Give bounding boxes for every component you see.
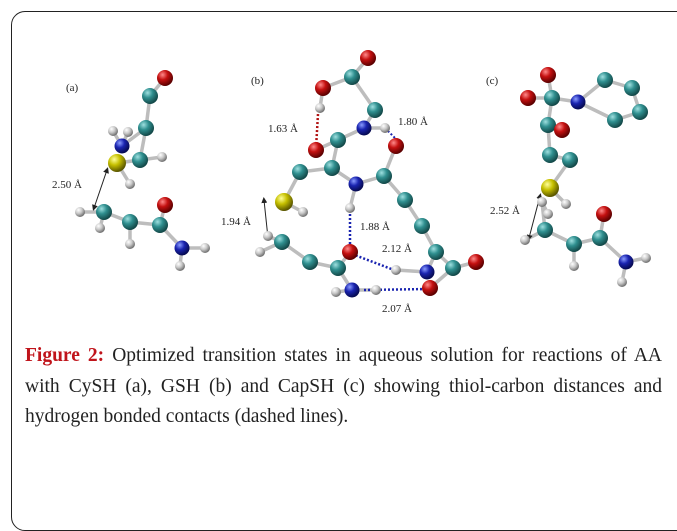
atom <box>298 207 308 217</box>
atom <box>537 197 547 207</box>
atom <box>397 192 413 208</box>
caption: Figure 2: Optimized transition states in… <box>25 341 662 433</box>
atom <box>263 231 273 241</box>
caption-label: Figure 2: <box>25 345 104 366</box>
atom <box>292 164 308 180</box>
panel-label: (c) <box>486 75 499 87</box>
atom <box>357 121 372 136</box>
atom <box>108 154 126 172</box>
atom <box>544 90 560 106</box>
atom <box>142 88 158 104</box>
atom <box>380 123 390 133</box>
atom <box>624 80 640 96</box>
atom <box>330 260 346 276</box>
atom <box>566 236 582 252</box>
atom <box>540 67 556 83</box>
atom <box>571 95 586 110</box>
atom <box>200 243 210 253</box>
distance-label: 1.94 Å <box>221 216 251 228</box>
atom <box>125 179 135 189</box>
atom <box>537 222 553 238</box>
atom <box>157 70 173 86</box>
atom <box>331 287 341 297</box>
atom <box>274 234 290 250</box>
atom <box>96 204 112 220</box>
atom <box>108 126 118 136</box>
atom <box>138 120 154 136</box>
bonds <box>80 58 646 292</box>
atom <box>371 285 381 295</box>
atom <box>302 254 318 270</box>
atom <box>367 102 383 118</box>
atom <box>428 244 444 260</box>
page: (a) 2.50 Å (b) 1.63 Å 1.80 Å 1.94 Å 1.88… <box>0 0 677 496</box>
atom <box>391 265 401 275</box>
atom <box>420 265 435 280</box>
atom <box>562 152 578 168</box>
distance-label: 1.88 Å <box>360 221 390 233</box>
atom <box>376 168 392 184</box>
atom <box>175 261 185 271</box>
atom <box>308 142 324 158</box>
atom <box>632 104 648 120</box>
molecule-figure: (a) 2.50 Å (b) 1.63 Å 1.80 Å 1.94 Å 1.88… <box>0 0 677 330</box>
atom <box>541 179 559 197</box>
atom <box>542 147 558 163</box>
atom <box>123 127 133 137</box>
atom <box>125 239 135 249</box>
atom <box>175 241 190 256</box>
atom <box>445 260 461 276</box>
atom <box>360 50 376 66</box>
atom <box>520 235 530 245</box>
distance-label: 2.50 Å <box>52 179 82 191</box>
atom <box>122 214 138 230</box>
atom <box>315 103 325 113</box>
atom <box>543 209 553 219</box>
atom <box>596 206 612 222</box>
atom <box>152 217 168 233</box>
distance-label: 2.07 Å <box>382 303 412 315</box>
atom <box>619 255 634 270</box>
panel-label: (a) <box>66 82 79 94</box>
atom <box>345 283 360 298</box>
atom <box>342 244 358 260</box>
atom <box>597 72 613 88</box>
distance-label: 1.80 Å <box>398 116 428 128</box>
atom <box>255 247 265 257</box>
atom <box>607 112 623 128</box>
distance-label: 2.12 Å <box>382 243 412 255</box>
panel-label: (b) <box>251 75 264 87</box>
atom <box>132 152 148 168</box>
distance-label: 1.63 Å <box>268 123 298 135</box>
atom <box>324 160 340 176</box>
atom <box>422 280 438 296</box>
atom <box>617 277 627 287</box>
atom <box>388 138 404 154</box>
atom <box>468 254 484 270</box>
atom <box>561 199 571 209</box>
atoms <box>75 50 651 298</box>
atom <box>344 69 360 85</box>
atom <box>157 197 173 213</box>
atom <box>315 80 331 96</box>
atom <box>345 203 355 213</box>
atom <box>520 90 536 106</box>
atom <box>330 132 346 148</box>
atom <box>554 122 570 138</box>
distance-label: 2.52 Å <box>490 205 520 217</box>
atom <box>641 253 651 263</box>
atom <box>75 207 85 217</box>
atom <box>592 230 608 246</box>
atom <box>569 261 579 271</box>
atom <box>95 223 105 233</box>
atom <box>157 152 167 162</box>
atom <box>414 218 430 234</box>
atom <box>275 193 293 211</box>
atom <box>349 177 364 192</box>
atom <box>115 139 130 154</box>
atom <box>540 117 556 133</box>
caption-text: Optimized transition states in aqueous s… <box>25 345 662 427</box>
